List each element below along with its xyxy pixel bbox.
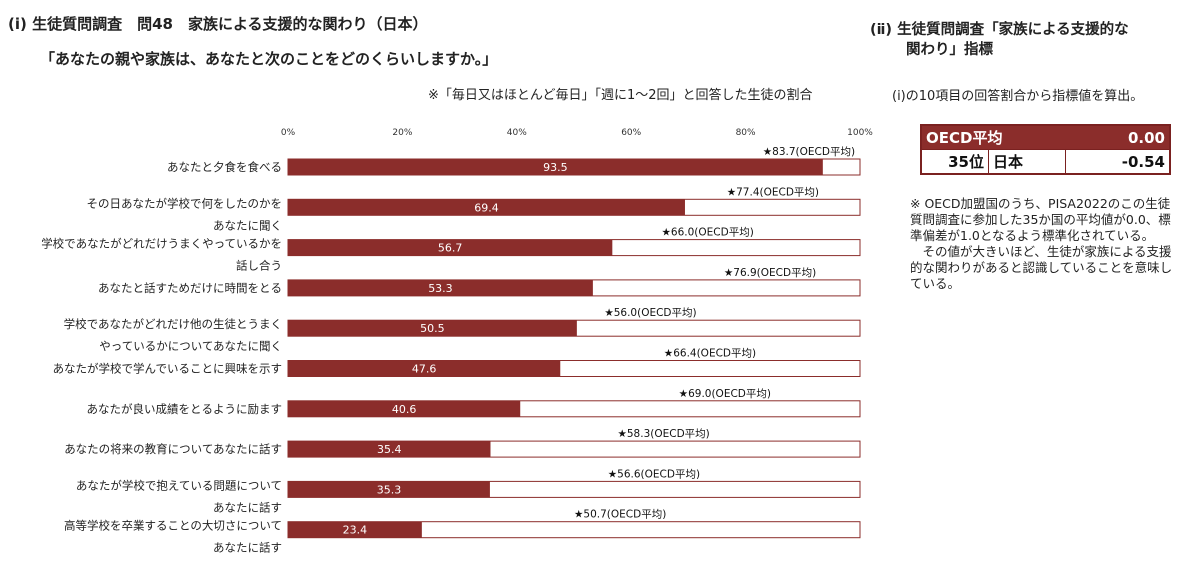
oecd-average-label: ★77.4(OECD平均) (727, 186, 819, 198)
oecd-average-label: ★66.0(OECD平均) (662, 227, 754, 239)
oecd-average-label: ★58.3(OECD平均) (617, 428, 709, 440)
oecd-average-label: ★50.7(OECD平均) (574, 509, 666, 521)
left-title: (ⅰ) 生徒質問調査 問48 家族による支援的な関わり（日本） (8, 15, 428, 33)
category-label: あなたの将来の教育についてあなたに話す (64, 442, 282, 456)
japan-value: -0.54 (1065, 149, 1170, 174)
oecd-average-label: ★66.4(OECD平均) (664, 348, 756, 360)
category-label: あなたと話すためだけに時間をとる (98, 281, 282, 295)
footnote-line2: その値が大きいほど、生徒が家族による支援的な関わりがあると認識していることを意味… (910, 244, 1173, 291)
bar-value-label: 35.4 (377, 443, 402, 456)
bar-value-label: 40.6 (392, 403, 417, 416)
left-subtitle: 「あなたの親や家族は、あなたと次のことをどのくらいしますか。」 (40, 50, 498, 68)
x-tick-label: 80% (736, 128, 756, 138)
category-label: あなたが学校で抱えている問題について (76, 478, 282, 492)
oecd-average-label: ★56.0(OECD平均) (604, 307, 696, 319)
japan-row: 35位 日本 -0.54 (921, 149, 1170, 174)
bar-value-label: 35.3 (377, 483, 402, 496)
oecd-row: OECD平均 0.00 (921, 125, 1170, 150)
category-label: あなたに話す (213, 541, 282, 555)
bar-value-label: 56.7 (438, 242, 463, 255)
category-label: あなたと夕食を食べる (167, 160, 282, 174)
oecd-value: 0.00 (1065, 125, 1170, 150)
footnote-line1: ※ OECD加盟国のうち、PISA2022のこの生徒質問調査に参加した35か国の… (910, 196, 1171, 243)
oecd-average-label: ★76.9(OECD平均) (724, 267, 816, 279)
bar-value-label: 69.4 (474, 201, 499, 214)
oecd-label: OECD平均 (921, 125, 1066, 150)
footnote: ※ OECD加盟国のうち、PISA2022のこの生徒質問調査に参加した35か国の… (910, 196, 1174, 292)
x-tick-label: 40% (507, 128, 527, 138)
japan-rank: 35位 (921, 149, 989, 174)
category-label: あなたが良い成績をとるように励ます (87, 402, 283, 416)
right-title-line1: (ⅱ) 生徒質問調査「家族による支援的な (870, 22, 1129, 38)
category-label: その日あなたが学校で何をしたのかを (87, 196, 283, 210)
x-tick-label: 60% (621, 128, 641, 138)
category-label: やっているかについてあなたに聞く (99, 339, 282, 353)
oecd-average-label: ★56.6(OECD平均) (608, 468, 700, 480)
bar-japan (288, 199, 685, 216)
bar-japan (288, 320, 577, 337)
bar-value-label: 23.4 (343, 524, 368, 537)
category-label: 高等学校を卒業することの大切さについて (64, 519, 282, 533)
index-score-table: OECD平均 0.00 35位 日本 -0.54 (920, 124, 1171, 175)
bar-value-label: 93.5 (543, 161, 568, 174)
category-label: 学校であなたがどれだけ他の生徒とうまく (64, 317, 282, 331)
category-label: あなたに話す (213, 500, 282, 514)
bar-chart: 0% 20% 40% 60% 80% 100% 93.5 ★83.7(OECD平均) あなたと夕… (41, 128, 873, 555)
oecd-average-label: ★83.7(OECD平均) (763, 146, 855, 158)
bar-japan (288, 400, 521, 417)
category-label: 学校であなたがどれだけうまくやっているかを (41, 237, 282, 251)
bar-value-label: 50.5 (420, 322, 445, 335)
japan-label: 日本 (988, 149, 1067, 174)
category-label: あなたに聞く (213, 218, 282, 232)
bar-japan (288, 360, 561, 377)
x-tick-label: 0% (281, 128, 296, 138)
bar-japan (288, 159, 823, 175)
right-title-line2: 関わり」指標 (906, 42, 993, 58)
bar-value-label: 47.6 (412, 363, 437, 376)
x-tick-label: 20% (392, 128, 412, 138)
right-note: (ⅰ)の10項目の回答割合から指標値を算出。 (892, 89, 1144, 104)
bar-japan (288, 481, 490, 498)
category-label: 話し合う (236, 259, 282, 273)
bar-value-label: 53.3 (428, 282, 453, 295)
bar-japan (288, 441, 491, 458)
bar-japan (288, 279, 593, 296)
bar-japan (288, 521, 422, 538)
oecd-average-label: ★69.0(OECD平均) (679, 388, 771, 400)
left-note: ※「毎日又はほとんど毎日」「週に1～2回」と回答した生徒の割合 (428, 88, 813, 103)
category-label: あなたが学校で学んでいることに興味を示す (53, 362, 282, 376)
x-tick-label: 100% (847, 128, 873, 138)
bar-japan (288, 239, 613, 256)
